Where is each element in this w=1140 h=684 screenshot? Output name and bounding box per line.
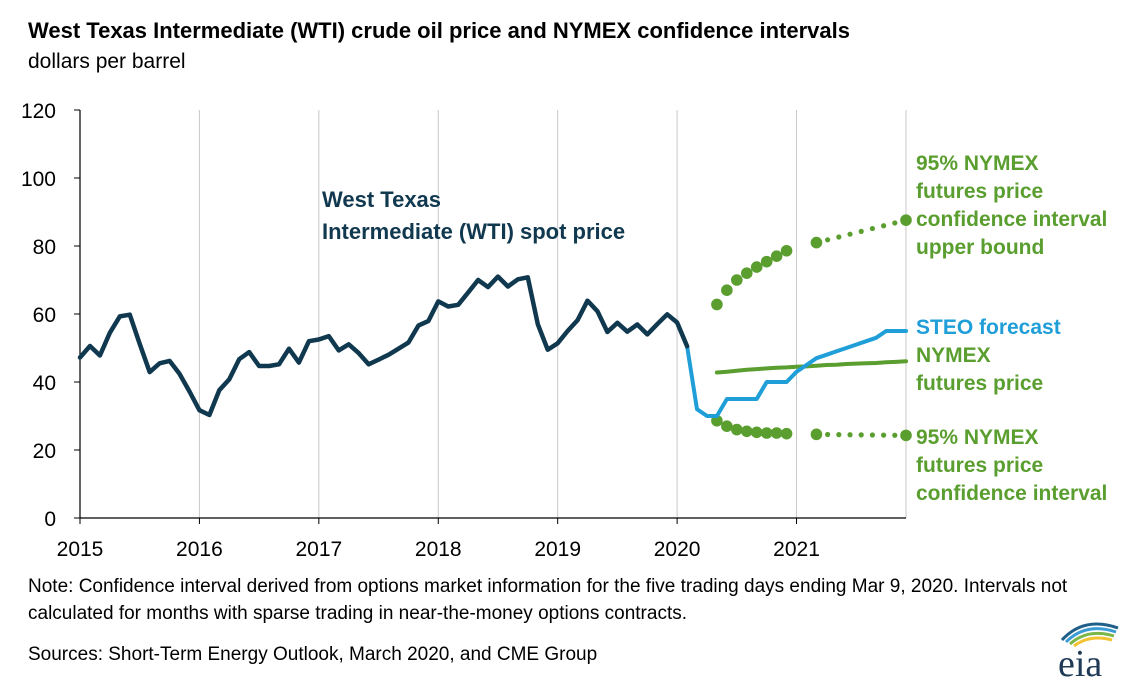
series-lower-bound-point [760, 427, 773, 439]
label-lower-bound: 95% NYMEX futures price confidence interva… [916, 426, 1107, 505]
x-tick-label-2017: 2017 [295, 538, 342, 561]
chart-title: West Texas Intermediate (WTI) crude oil … [28, 18, 850, 43]
y-tick-label-120: 120 [21, 100, 56, 123]
series-upper-bound-point [810, 236, 823, 249]
series-lower-bound-dot [847, 432, 853, 438]
y-tick-label-40: 40 [33, 372, 56, 395]
logo-text: eia [1058, 643, 1102, 680]
series-upper-bound-point [711, 298, 723, 311]
series-upper-bound-dot [869, 225, 876, 232]
label-nymex-futures: NYMEX futures price [916, 344, 1043, 395]
series-upper-bound-dot [847, 231, 853, 237]
label-wti-spot: West Texas Intermediate (WTI) spot price [322, 187, 625, 244]
series-upper-bound-dot [892, 220, 898, 226]
series-lower-bound-point [750, 426, 763, 439]
x-tick-label-2016: 2016 [176, 538, 223, 561]
series-lower-bound-dot [858, 432, 864, 438]
series-upper-bound-dot [825, 237, 831, 243]
series-upper-bound [711, 214, 912, 311]
y-tick-label-100: 100 [21, 168, 56, 191]
series-lower-bound-point [721, 420, 733, 433]
series-lower-bound-point [740, 425, 753, 438]
axes: 2015 2016 2017 2018 2019 2020 2021 0 20 40 60 80 100… [21, 100, 906, 561]
series-nymex-futures-line [714, 359, 908, 375]
series-upper-bound-point [770, 250, 783, 262]
series-lower-bound-point [900, 429, 912, 442]
eia-logo: eia [1058, 622, 1119, 680]
series-lower-bound-point [731, 423, 743, 436]
y-tick-label-0: 0 [44, 508, 56, 531]
label-steo-forecast: STEO forecast [916, 316, 1061, 339]
chart-sources: Sources: Short-Term Energy Outlook, Marc… [28, 644, 598, 665]
series-upper-bound-dot [836, 234, 842, 240]
label-upper-bound: 95% NYMEX futures price confidence interva… [916, 152, 1107, 259]
series-lower-bound [711, 414, 912, 442]
series-upper-bound-point [900, 214, 912, 226]
series-upper-bound-point [731, 274, 743, 286]
series-upper-bound-dot [858, 228, 864, 234]
series-upper-bound-point [740, 267, 753, 280]
series-lower-bound-dot [892, 432, 898, 438]
series-lower-bound-point [810, 428, 823, 441]
series-upper-bound-point [780, 244, 793, 257]
series-lower-bound-dot [825, 431, 831, 438]
x-tick-label-2019: 2019 [534, 538, 581, 561]
series-upper-bound-point [760, 255, 773, 268]
series-lines [77, 214, 912, 442]
series-labels: West Texas Intermediate (WTI) spot price 9… [322, 152, 1107, 505]
logo-arc-yellow [1073, 636, 1113, 648]
series-lower-bound-point [770, 427, 783, 439]
series-lower-bound-dot [869, 432, 876, 438]
x-tick-label-2015: 2015 [57, 538, 104, 561]
series-upper-bound-dot [881, 223, 887, 229]
logo-arc-dark [1060, 622, 1119, 642]
vertical-gridlines [198, 110, 907, 518]
logo-arc-green [1069, 631, 1115, 646]
chart-note: Note: Confidence interval derived from o… [28, 576, 1068, 624]
x-tick-label-2018: 2018 [415, 538, 462, 561]
series-lower-bound-point [780, 427, 793, 440]
series-lower-bound-dot [881, 432, 887, 438]
series-wti-spot-line [77, 274, 690, 418]
y-tick-label-60: 60 [33, 304, 56, 327]
series-upper-bound-point [750, 261, 763, 273]
x-tick-label-2021: 2021 [773, 538, 820, 561]
x-tick-label-2020: 2020 [654, 538, 701, 561]
y-tick-label-80: 80 [33, 236, 56, 259]
series-upper-bound-point [721, 284, 733, 297]
chart-subtitle: dollars per barrel [28, 50, 186, 73]
y-tick-label-20: 20 [33, 440, 56, 463]
series-lower-bound-dot [836, 432, 842, 438]
logo-arc-blue [1064, 627, 1117, 644]
series-steo-forecast-line [685, 329, 908, 418]
